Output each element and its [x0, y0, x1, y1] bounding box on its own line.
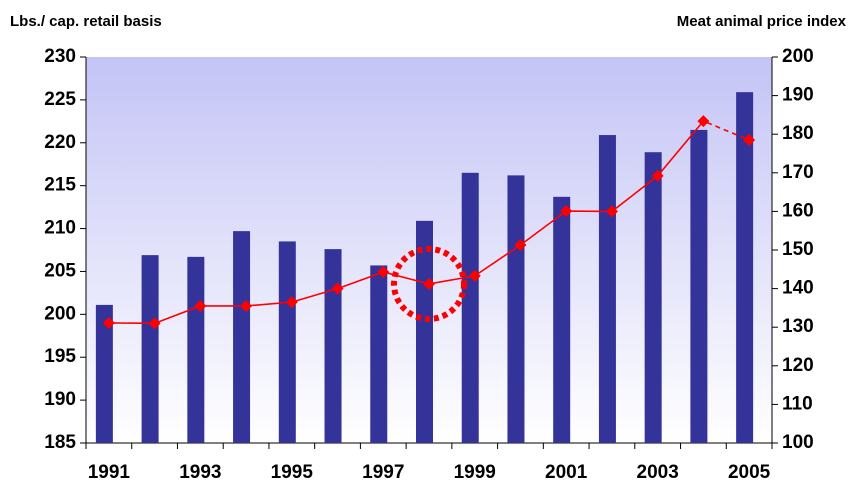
y-tick-label: 190: [44, 389, 76, 410]
marker: [148, 317, 161, 330]
bar: [95, 304, 113, 443]
bar: [461, 172, 479, 444]
y2-tick-label: 190: [782, 85, 814, 106]
y2-axis-title: Meat animal price index: [677, 13, 847, 30]
bar: [598, 135, 616, 443]
bar: [324, 249, 342, 443]
x-tick-label: 2003: [637, 462, 679, 483]
bar: [233, 231, 251, 443]
bar: [690, 129, 708, 443]
y2-tick-label: 120: [782, 355, 814, 376]
x-tick-label: 1999: [454, 462, 496, 483]
y-tick-label: 225: [44, 89, 76, 110]
y-tick-label: 205: [44, 260, 76, 281]
marker: [560, 205, 573, 218]
marker: [285, 296, 298, 309]
marker: [240, 299, 253, 312]
y2-tick-label: 110: [782, 393, 813, 414]
y2-tick-label: 130: [782, 316, 814, 337]
y2-tick-label: 170: [782, 162, 814, 183]
bar: [141, 255, 159, 443]
highlight-circle: [391, 245, 467, 322]
bar: [507, 175, 525, 443]
marker: [605, 205, 618, 218]
x-tick-label: 1993: [179, 462, 221, 483]
y-tick-label: 200: [44, 303, 76, 324]
bar: [370, 265, 388, 443]
marker: [194, 299, 207, 312]
y-tick-label: 215: [44, 175, 76, 196]
bar: [278, 241, 296, 443]
bar: [644, 152, 662, 444]
marker: [514, 238, 527, 251]
y2-tick-label: 100: [782, 432, 814, 453]
x-tick-label: 1995: [271, 462, 314, 483]
y-tick-label: 210: [44, 218, 76, 239]
bar: [553, 196, 571, 443]
y-axis-title: Lbs./ cap. retail basis: [10, 13, 162, 30]
marker: [331, 282, 344, 295]
x-tick-label: 1991: [88, 462, 131, 483]
y2-tick-label: 150: [782, 239, 814, 260]
marker: [743, 133, 756, 146]
x-tick-label: 2005: [728, 462, 771, 483]
marker: [468, 269, 481, 282]
y2-tick-label: 200: [782, 46, 814, 67]
x-tick-label: 1997: [362, 462, 404, 483]
y-tick-label: 195: [44, 346, 76, 367]
marker: [377, 266, 390, 279]
marker: [697, 115, 710, 128]
y-tick-label: 220: [44, 132, 76, 153]
y-tick-label: 230: [44, 46, 76, 67]
y2-tick-label: 140: [782, 278, 814, 299]
x-tick-label: 2001: [545, 462, 588, 483]
y-tick-label: 185: [44, 432, 76, 453]
y2-tick-label: 160: [782, 200, 814, 221]
marker: [102, 316, 115, 329]
y2-tick-label: 180: [782, 123, 814, 144]
bar: [736, 92, 754, 444]
bar: [416, 220, 433, 443]
marker: [423, 277, 435, 290]
marker: [651, 169, 664, 182]
bar: [187, 256, 205, 443]
